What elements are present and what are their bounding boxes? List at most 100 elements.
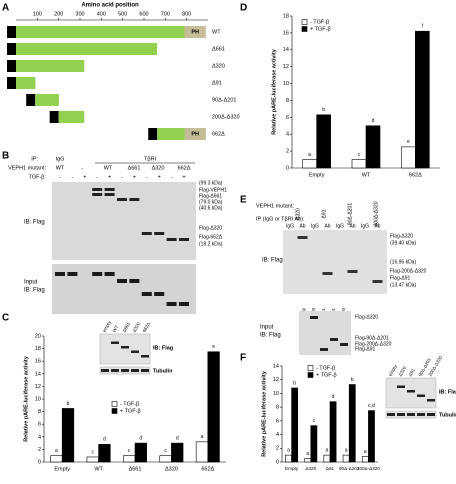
lane-label: 200Δ-Δ320 xyxy=(428,355,444,377)
y-axis-label: Relative pARE-luciferase activity xyxy=(23,355,29,442)
flag-text: Flag xyxy=(9,45,14,53)
label: IB: Flag xyxy=(24,288,45,294)
construct-domain xyxy=(16,60,85,72)
y-tick-label: 8 xyxy=(38,409,41,415)
tick-label: 300 xyxy=(75,11,84,17)
legend-swatch xyxy=(301,26,308,32)
blot-band xyxy=(179,238,189,241)
y-tick-label: 0 xyxy=(286,165,289,171)
significance-letter: b xyxy=(322,107,325,113)
label: IgG xyxy=(286,223,294,229)
panel-letter: D xyxy=(240,3,247,14)
blot-band xyxy=(92,188,103,191)
label: - xyxy=(171,174,173,180)
x-tick-label: Empty xyxy=(285,466,299,471)
tick-label: 600 xyxy=(139,11,148,17)
flag-tag xyxy=(148,128,158,140)
blot-band xyxy=(427,399,435,402)
flag-tag xyxy=(7,26,16,38)
x-tick-label: WT xyxy=(362,172,371,178)
y-tick-label: 18 xyxy=(35,346,41,352)
x-tick-label: WT xyxy=(94,466,103,472)
significance-letter: d xyxy=(139,435,142,441)
label: Ab xyxy=(299,223,305,229)
bar xyxy=(50,455,63,463)
y-tick-label: 2 xyxy=(286,149,289,155)
y-tick-label: 2 xyxy=(38,447,41,453)
panel-letter: E xyxy=(240,195,247,206)
significance-letter: e xyxy=(407,139,410,145)
panel-letter: A xyxy=(2,3,9,14)
blot-band xyxy=(407,413,415,416)
band-label: (18.2 kDa) xyxy=(199,241,223,247)
label: Ab xyxy=(349,223,355,229)
bar xyxy=(291,387,299,463)
panel-letter: B xyxy=(2,151,9,162)
legend-label: + TGF-β xyxy=(316,372,337,378)
blot-band xyxy=(407,390,415,393)
x-tick-label: Δ91 xyxy=(326,466,335,471)
label: IB: Flag xyxy=(260,333,281,339)
blot-band xyxy=(129,279,140,283)
blot-band xyxy=(111,369,119,372)
band-label: Flag-Δ320 xyxy=(355,314,378,320)
x-tick-label: 662Δ xyxy=(409,172,422,178)
construct-domain xyxy=(16,77,36,89)
y-tick-label: 20 xyxy=(35,333,41,339)
blot-band xyxy=(179,302,189,306)
label: IgG xyxy=(336,223,344,229)
blot xyxy=(283,230,387,294)
blot-band xyxy=(141,292,152,296)
construct-domain xyxy=(58,111,85,123)
lane-label: Δ91 xyxy=(408,367,417,377)
blot-band xyxy=(154,292,165,296)
significance-letter: c,d xyxy=(368,403,375,409)
tick-label: 400 xyxy=(97,11,106,17)
blot-band xyxy=(141,369,149,372)
y-tick-label: 6 xyxy=(38,422,41,428)
y-tick-label: 2 xyxy=(276,446,279,452)
bar xyxy=(171,442,184,463)
legend-label: - TGF-β xyxy=(310,19,329,25)
band-label: Flag-662Δ xyxy=(199,234,223,240)
construct-domain xyxy=(35,94,59,106)
band-label: (99.3 kDa) xyxy=(199,180,223,186)
panel-letter: F xyxy=(240,353,246,364)
y-tick-label: 18 xyxy=(283,13,289,19)
band-label: Flag-Δ661 xyxy=(199,193,222,199)
significance-letter: a xyxy=(287,447,290,453)
bar xyxy=(415,30,430,169)
band-label: Flag-200Δ-Δ320 xyxy=(390,268,427,274)
label: Ab xyxy=(324,223,330,229)
blot-band xyxy=(101,369,109,372)
flag-tag xyxy=(7,77,16,89)
blot-band xyxy=(330,338,338,341)
y-tick-label: 16 xyxy=(35,359,41,365)
lane-label: empty xyxy=(102,319,113,333)
label: Δ91 xyxy=(321,209,327,218)
label: - xyxy=(96,174,98,180)
label: - xyxy=(71,174,73,180)
lane-label: 662Δ xyxy=(142,321,152,333)
significance-letter: d xyxy=(332,394,335,400)
band-label: Flag-Δ320 xyxy=(390,233,413,239)
lane-label: Δ320 xyxy=(132,321,142,333)
blot-band xyxy=(397,413,405,416)
flag-text: Flag xyxy=(9,28,14,36)
tick-label: 200 xyxy=(54,11,63,17)
label: IP: xyxy=(31,156,38,162)
axis-title: Amino acid position xyxy=(81,3,139,9)
significance-letter: d xyxy=(103,437,106,443)
blot-band xyxy=(121,346,129,349)
construct-domain xyxy=(157,128,185,140)
blot-band xyxy=(141,232,152,235)
construct-name: 90Δ-Δ201 xyxy=(212,97,236,103)
bar xyxy=(316,114,331,169)
legend-swatch xyxy=(301,19,308,25)
label: TGF-β: xyxy=(28,174,46,180)
blot-band xyxy=(141,355,149,358)
bar xyxy=(61,408,75,463)
tick-label: 500 xyxy=(118,11,127,17)
blot-band xyxy=(427,413,435,416)
